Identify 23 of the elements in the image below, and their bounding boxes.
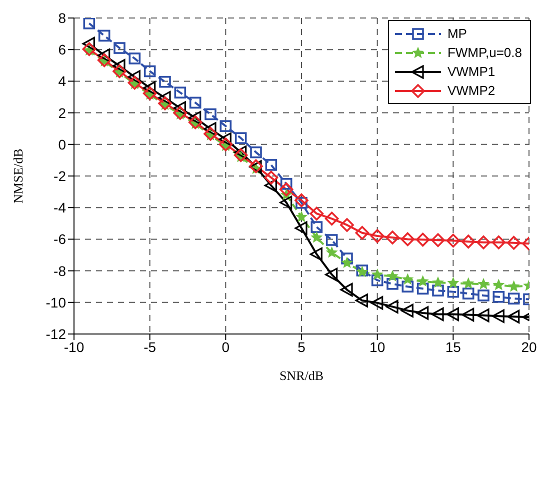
x-tick-label: 5 bbox=[298, 338, 306, 355]
y-axis-title: NMSE/dB bbox=[10, 148, 26, 204]
x-tick-label: -5 bbox=[144, 338, 156, 355]
y-tick-label: -8 bbox=[54, 262, 66, 279]
y-tick-label: -12 bbox=[46, 326, 66, 342]
x-tick-label: 15 bbox=[445, 338, 462, 355]
y-tick-label: 2 bbox=[58, 104, 66, 121]
x-tick-label: 10 bbox=[370, 338, 386, 355]
y-tick-label: -4 bbox=[54, 200, 66, 216]
y-tick-label: -2 bbox=[54, 168, 66, 184]
x-axis-title: SNR/dB bbox=[279, 368, 324, 383]
y-tick-label: 4 bbox=[58, 73, 66, 90]
x-tick-label: 0 bbox=[222, 338, 230, 355]
y-tick-label: 0 bbox=[58, 136, 66, 152]
legend-label: MP bbox=[447, 26, 467, 41]
x-tick-label: 20 bbox=[521, 338, 537, 355]
y-tick-label: -6 bbox=[54, 231, 66, 248]
legend-label: VWMP2 bbox=[447, 83, 496, 98]
y-tick-label: 6 bbox=[58, 42, 66, 58]
y-tick-label: -10 bbox=[46, 294, 66, 310]
y-tick-label: 8 bbox=[58, 10, 66, 26]
legend-label: VWMP1 bbox=[447, 64, 496, 79]
legend-label: FWMP,u=0.8 bbox=[447, 45, 522, 60]
